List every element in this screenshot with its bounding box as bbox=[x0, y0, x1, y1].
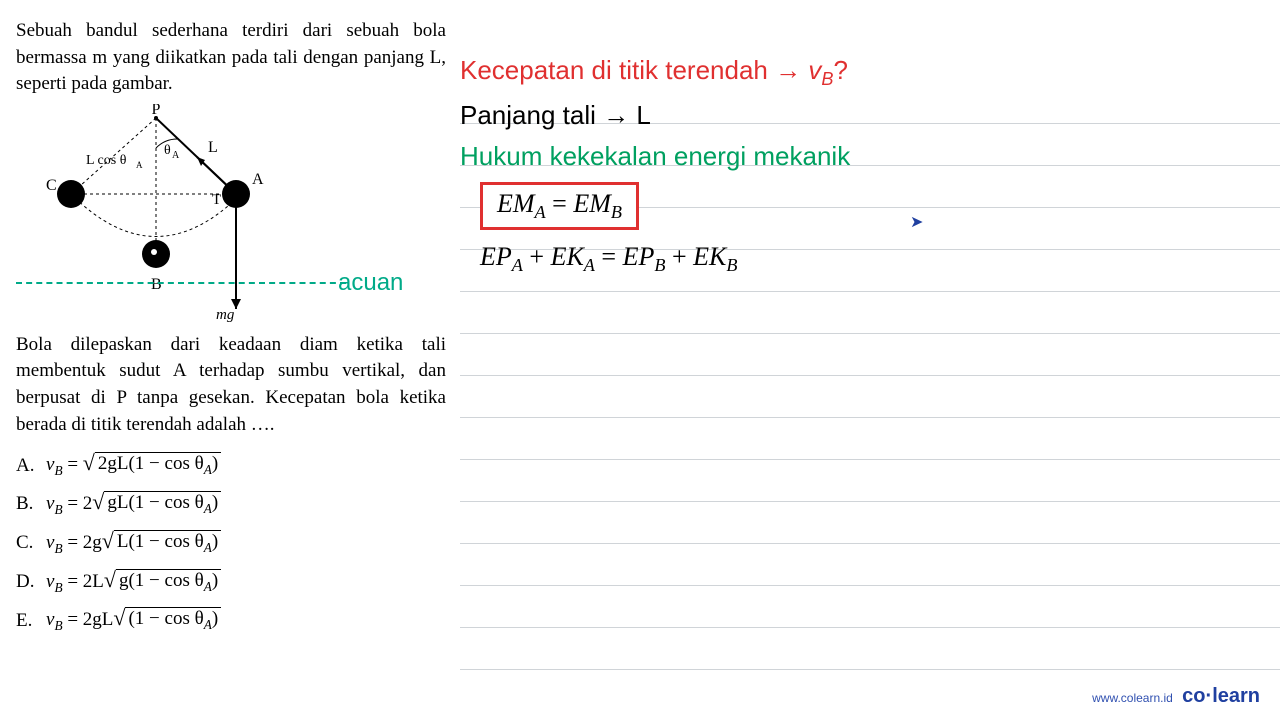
option-A: A. vB = √2gL(1 − cos θA) bbox=[16, 452, 446, 479]
note-question: Kecepatan di titik terendah → vB? bbox=[460, 55, 1270, 90]
problem-text-1: Sebuah bandul sederhana terdiri dari seb… bbox=[16, 18, 446, 98]
label-thetaA: θ bbox=[164, 143, 171, 158]
reference-line bbox=[16, 282, 346, 284]
option-E: E. vB = 2gL√(1 − cos θA) bbox=[16, 607, 446, 634]
note-law: Hukum kekekalan energi mekanik bbox=[460, 141, 1270, 172]
footer-brand: co·learn bbox=[1182, 685, 1260, 707]
equation-expanded: EPA + EKA = EPB + EKB bbox=[480, 242, 1270, 276]
label-P: P bbox=[152, 104, 161, 118]
problem-panel: Sebuah bandul sederhana terdiri dari seb… bbox=[16, 18, 446, 646]
option-D: D. vB = 2L√g(1 − cos θA) bbox=[16, 569, 446, 596]
label-B: B bbox=[151, 276, 162, 293]
option-B: B. vB = 2√gL(1 − cos θA) bbox=[16, 491, 446, 518]
svg-text:A: A bbox=[136, 160, 143, 170]
reference-label: acuan bbox=[338, 269, 403, 297]
notes-panel: Kecepatan di titik terendah → vB? Panjan… bbox=[460, 55, 1270, 277]
footer: www.colearn.id co·learn bbox=[1092, 685, 1260, 708]
option-C: C. vB = 2g√L(1 − cos θA) bbox=[16, 530, 446, 557]
label-A: A bbox=[252, 171, 264, 188]
label-Lcos: L cos θ bbox=[86, 153, 127, 168]
label-mg: mg bbox=[216, 307, 235, 323]
cursor-icon: ➤ bbox=[910, 212, 923, 232]
label-T: T bbox=[212, 192, 221, 208]
pendulum-diagram: P L θ A L cos θ A A bbox=[16, 104, 316, 324]
equation-boxed: EMA = EMB bbox=[480, 182, 639, 230]
note-length: Panjang tali → L bbox=[460, 100, 1270, 131]
label-C: C bbox=[46, 177, 57, 194]
label-L: L bbox=[208, 139, 218, 156]
options-list: A. vB = √2gL(1 − cos θA) B. vB = 2√gL(1 … bbox=[16, 452, 446, 634]
footer-url: www.colearn.id bbox=[1092, 691, 1173, 705]
svg-text:A: A bbox=[172, 150, 180, 161]
problem-text-2: Bola dilepaskan dari keadaan diam ketika… bbox=[16, 332, 446, 438]
